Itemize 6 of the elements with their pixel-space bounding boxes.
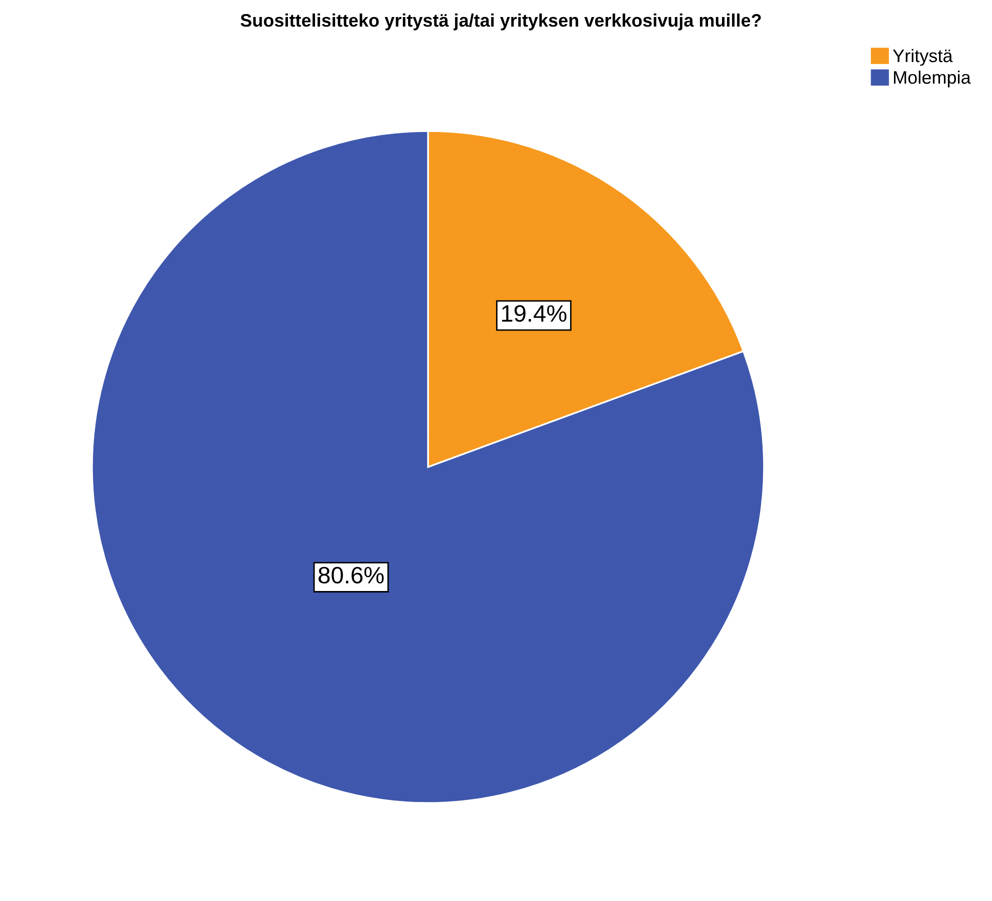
legend-label: Yritystä xyxy=(892,48,953,66)
chart-title: Suosittelisitteko yritystä ja/tai yrityksen verkkosivuja muille? xyxy=(240,14,761,30)
legend-label: Molempia xyxy=(894,70,971,88)
data-label: 19.4% xyxy=(502,305,566,322)
pie-slice xyxy=(91,130,765,804)
data-label: 80.6% xyxy=(318,566,384,584)
